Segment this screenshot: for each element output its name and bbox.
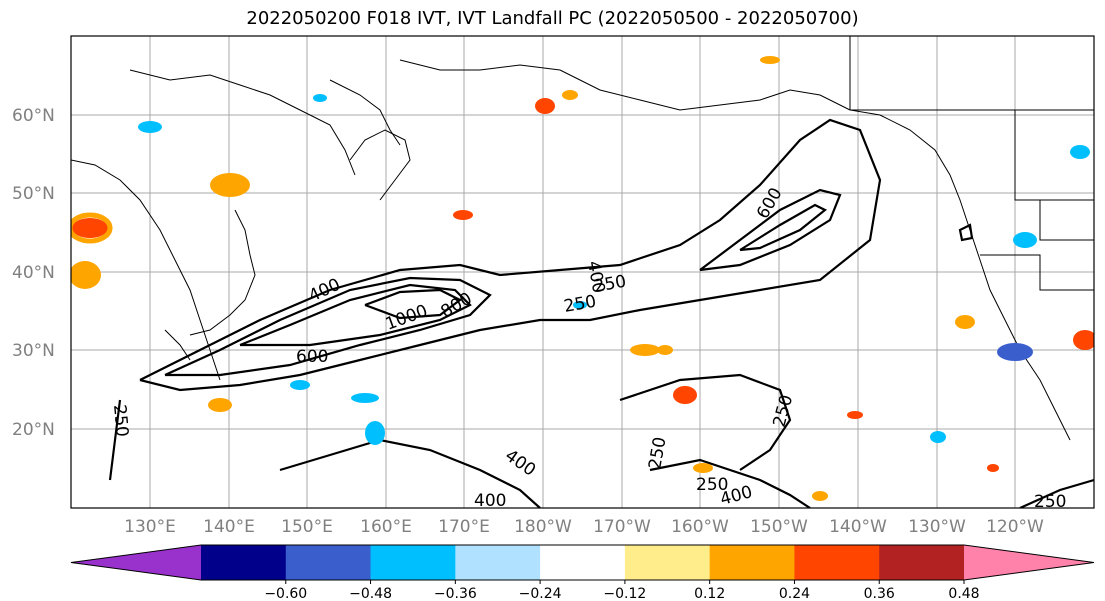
lon-label: 160°E [360,517,412,537]
contour-label: 600 [296,347,328,367]
lon-label: 150°E [281,517,333,537]
colorbar: −0.60 −0.48 −0.36 −0.24 −0.12 0.12 0.24 0.36 0.4… [70,544,1095,601]
lon-label: 180°W [514,517,572,537]
colorbar-tick-label: −0.12 [603,586,646,601]
latitude-labels: 60°N 50°N 40°N 30°N 20°N [12,106,55,440]
colorbar-extend-min [71,545,201,580]
map-title: 2022050200 F018 IVT, IVT Landfall PC (20… [246,8,859,29]
colorbar-segment [879,545,965,580]
colorbar-segment [370,545,456,580]
lat-label-20n: 20°N [12,420,55,440]
colorbar-segment [455,545,541,580]
colorbar-extend-max [964,545,1094,580]
lon-label: 130°E [124,517,176,537]
contour-label: 400 [474,491,506,511]
colorbar-segment [624,545,711,580]
colorbar-tick-label: 0.12 [694,586,725,601]
colorbar-tick-label: −0.60 [264,586,307,601]
colorbar-tick-label: −0.48 [349,586,392,601]
lat-label-30n: 30°N [12,341,55,361]
colorbar-tick-label: −0.24 [519,586,562,601]
lon-label: 160°W [671,517,729,537]
colorbar-tick-label: −0.36 [434,586,477,601]
colorbar-segment [709,545,795,580]
colorbar-tick-label: 0.36 [864,586,895,601]
colorbar-segment [201,545,287,580]
colorbar-segment [794,545,880,580]
colorbar-segment [285,545,372,580]
lon-label: 170°W [593,517,651,537]
contour-labels: 400 1000 800 600 250 400 250 400 600 250… [109,184,1066,512]
map-plot-area [71,36,1094,508]
lon-label: 130°W [908,517,966,537]
lon-label: 170°E [438,517,490,537]
colorbar-segment [540,545,626,580]
contour-label: 250 [696,475,728,495]
lon-label: 120°W [986,517,1044,537]
lon-label: 140°W [829,517,887,537]
ivt-contours [108,118,1094,508]
colorbar-outline [70,544,1095,581]
lat-label-60n: 60°N [12,106,55,126]
colorbar-tick-label: 0.24 [779,586,810,601]
map-frame [70,35,1095,509]
contour-label: 250 [1034,492,1066,512]
longitude-labels: 130°E 140°E 150°E 160°E 170°E 180°W 170°… [124,517,1044,537]
lon-label: 150°W [750,517,808,537]
pc-shading [71,56,1094,501]
colorbar-tick-label: 0.48 [948,586,979,601]
lon-label: 140°E [203,517,255,537]
lat-label-50n: 50°N [12,184,55,204]
lat-label-40n: 40°N [12,263,55,283]
graticule [71,36,1094,508]
contour-label: 250 [109,404,132,438]
